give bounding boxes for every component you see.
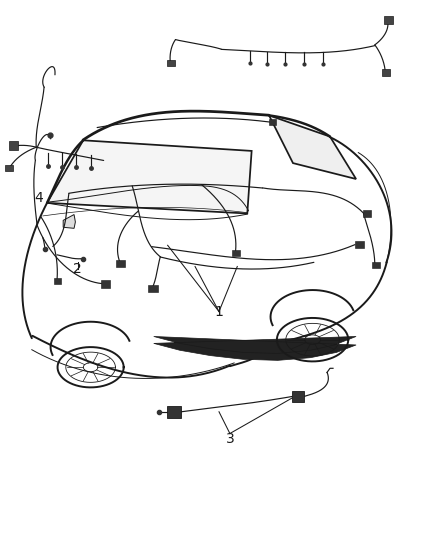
Polygon shape <box>47 140 252 214</box>
Bar <box>372 262 380 268</box>
Bar <box>5 165 13 171</box>
Bar <box>355 240 364 248</box>
Text: 1: 1 <box>215 304 223 319</box>
Polygon shape <box>63 215 75 228</box>
Text: 3: 3 <box>226 432 234 446</box>
Bar <box>167 406 181 418</box>
Bar <box>9 141 18 150</box>
Bar <box>116 260 125 266</box>
Bar <box>292 391 304 402</box>
Bar <box>382 69 390 76</box>
Bar <box>268 119 276 125</box>
Bar <box>101 280 110 288</box>
Bar <box>364 211 371 216</box>
Bar <box>53 278 61 284</box>
Text: 2: 2 <box>73 262 82 276</box>
Bar <box>385 15 393 23</box>
Polygon shape <box>154 336 356 360</box>
Text: 4: 4 <box>34 191 43 205</box>
Bar <box>232 249 240 256</box>
Bar <box>167 60 175 66</box>
Bar <box>148 285 158 292</box>
Polygon shape <box>269 115 356 179</box>
